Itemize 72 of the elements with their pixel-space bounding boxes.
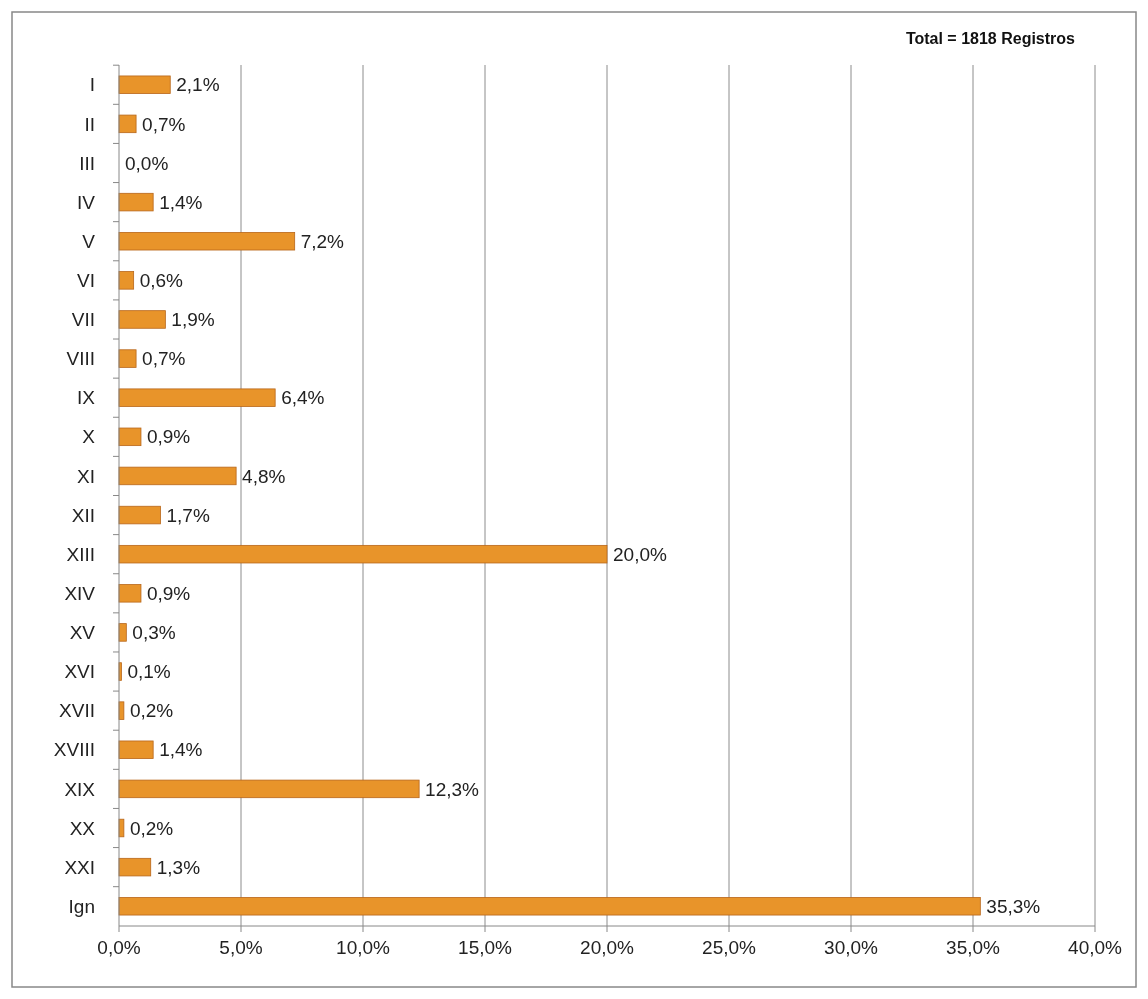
y-tick-label: XXI <box>64 856 95 878</box>
data-label: 4,8% <box>242 465 286 487</box>
bar <box>118 75 171 94</box>
y-tick-label: XIX <box>64 778 96 800</box>
y-tick-label: X <box>82 426 96 448</box>
data-label: 0,2% <box>129 817 174 839</box>
bar <box>118 857 152 877</box>
x-tick-label: 35,0% <box>946 937 1001 958</box>
y-tick-label: XVIII <box>53 739 95 761</box>
y-tick-label: XVII <box>59 700 95 722</box>
bar <box>118 466 237 486</box>
data-label: 1,4% <box>159 191 203 213</box>
y-tick-label: III <box>79 152 95 174</box>
y-tick-label: XVI <box>64 661 95 683</box>
y-tick-label: VIII <box>66 348 95 370</box>
y-tick-label: V <box>82 230 96 252</box>
x-tick-label: 5,0% <box>219 937 263 958</box>
y-tick-label: I <box>89 74 95 96</box>
bar <box>118 701 125 720</box>
data-label: 1,3% <box>156 856 201 878</box>
x-tick-label: 40,0% <box>1068 937 1123 958</box>
bar <box>118 349 137 368</box>
y-tick-label: IV <box>77 191 96 213</box>
y-tick-label: II <box>84 113 95 135</box>
bar <box>118 544 608 564</box>
data-label: 0,9% <box>146 582 191 604</box>
x-tick-label: 30,0% <box>824 937 879 958</box>
bar <box>118 192 154 212</box>
x-tick-label: 20,0% <box>580 937 635 958</box>
data-label: 20,0% <box>613 543 667 565</box>
bar <box>118 427 142 447</box>
x-tick-label: 10,0% <box>336 937 391 958</box>
bar <box>118 271 135 290</box>
data-label: 0,6% <box>139 270 184 291</box>
data-label: 0,7% <box>142 113 186 135</box>
y-tick-label: VII <box>71 309 95 331</box>
bar <box>118 505 161 525</box>
data-label: 0,1% <box>127 661 171 683</box>
y-tick-label: XV <box>69 622 96 644</box>
y-tick-label: IX <box>77 387 96 409</box>
x-tick-label: 15,0% <box>458 937 513 958</box>
data-label: 12,3% <box>425 778 480 800</box>
y-tick-label: Ign <box>68 895 95 917</box>
y-tick-label: XIV <box>64 582 96 604</box>
data-label: 0,2% <box>129 700 174 722</box>
bar <box>118 584 142 603</box>
data-label: 1,9% <box>171 309 215 331</box>
x-tick-label: 25,0% <box>702 937 757 958</box>
data-label: 0,3% <box>132 622 176 644</box>
data-label: 1,4% <box>159 739 203 761</box>
y-tick-label: VI <box>77 270 95 291</box>
bar <box>118 779 420 799</box>
data-label: 0,9% <box>146 426 191 448</box>
y-tick-label: XII <box>71 504 95 526</box>
data-label: 0,0% <box>125 152 169 174</box>
data-label: 35,3% <box>986 895 1041 917</box>
bar <box>118 897 981 916</box>
x-tick-label: 0,0% <box>97 937 141 958</box>
text: Total = 1818 Registros <box>905 30 1076 47</box>
data-label: 2,1% <box>176 74 220 96</box>
data-label: 6,4% <box>281 387 325 409</box>
data-label: 7,2% <box>300 230 345 252</box>
y-tick-label: XX <box>69 817 96 839</box>
bar <box>118 310 166 329</box>
bar <box>118 232 296 251</box>
y-tick-label: XI <box>77 465 95 487</box>
data-label: 1,7% <box>166 504 210 526</box>
bar <box>118 388 276 407</box>
y-tick-label: XIII <box>66 543 95 565</box>
data-label: 0,7% <box>142 348 186 370</box>
bar <box>118 740 154 759</box>
bar <box>118 114 137 134</box>
